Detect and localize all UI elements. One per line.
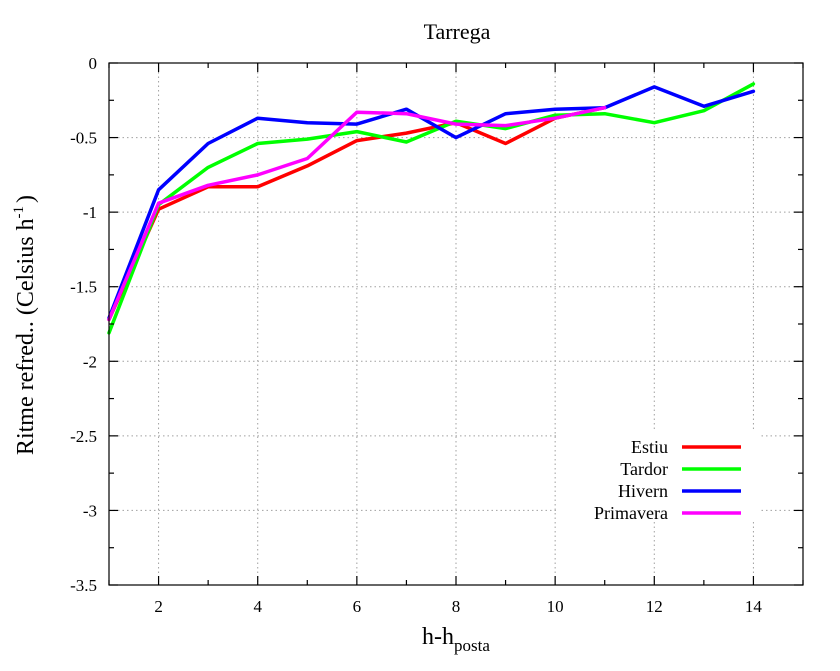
ticks-layer — [108, 62, 804, 586]
series-layer — [107, 82, 756, 335]
legend-label-primavera: Primavera — [594, 503, 668, 523]
y-axis-label-close: ) — [13, 195, 39, 203]
y-tick-label: -0.5 — [70, 129, 97, 148]
tick-labels-layer: 2 4 6 8 10 12 14 0 -0.5 -1 -1.5 -2 -2.5 -3 -3.5 — [70, 54, 762, 616]
series-line-estiu — [107, 105, 607, 322]
y-tick-label: -2 — [83, 352, 97, 371]
x-tick-label: 10 — [547, 597, 564, 616]
x-tick-label: 14 — [745, 597, 763, 616]
legend-label-tardor: Tardor — [620, 459, 668, 479]
y-tick-label: -2.5 — [70, 427, 97, 446]
x-tick-label: 4 — [253, 597, 262, 616]
x-tick-label: 12 — [646, 597, 663, 616]
x-tick-label: 2 — [154, 597, 163, 616]
x-tick-label: 6 — [353, 597, 362, 616]
x-axis-label-sub: posta — [454, 636, 490, 655]
legend-label-hivern: Hivern — [618, 481, 668, 501]
x-axis-label-main: h-h — [422, 624, 454, 650]
series-line-hivern — [107, 85, 756, 320]
y-axis-label-main: Ritme refred.. (Celsius h — [13, 218, 39, 455]
y-tick-label: -1.5 — [70, 278, 97, 297]
y-tick-label: -3 — [83, 501, 97, 520]
y-axis-label-sup: -1 — [11, 206, 27, 219]
y-tick-label: -3.5 — [70, 576, 97, 595]
x-axis-label: h-hposta — [422, 624, 490, 655]
x-tick-label: 8 — [452, 597, 461, 616]
chart-title: Tarrega — [424, 19, 491, 44]
y-tick-label: 0 — [89, 54, 98, 73]
legend-label-estiu: Estiu — [631, 437, 668, 457]
y-axis-label: Ritme refred.. (Celsius h-1) — [11, 195, 39, 455]
series-line-tardor — [107, 82, 756, 335]
grid-layer — [109, 63, 803, 585]
y-tick-label: -1 — [83, 203, 97, 222]
series-line-primavera — [107, 105, 607, 322]
